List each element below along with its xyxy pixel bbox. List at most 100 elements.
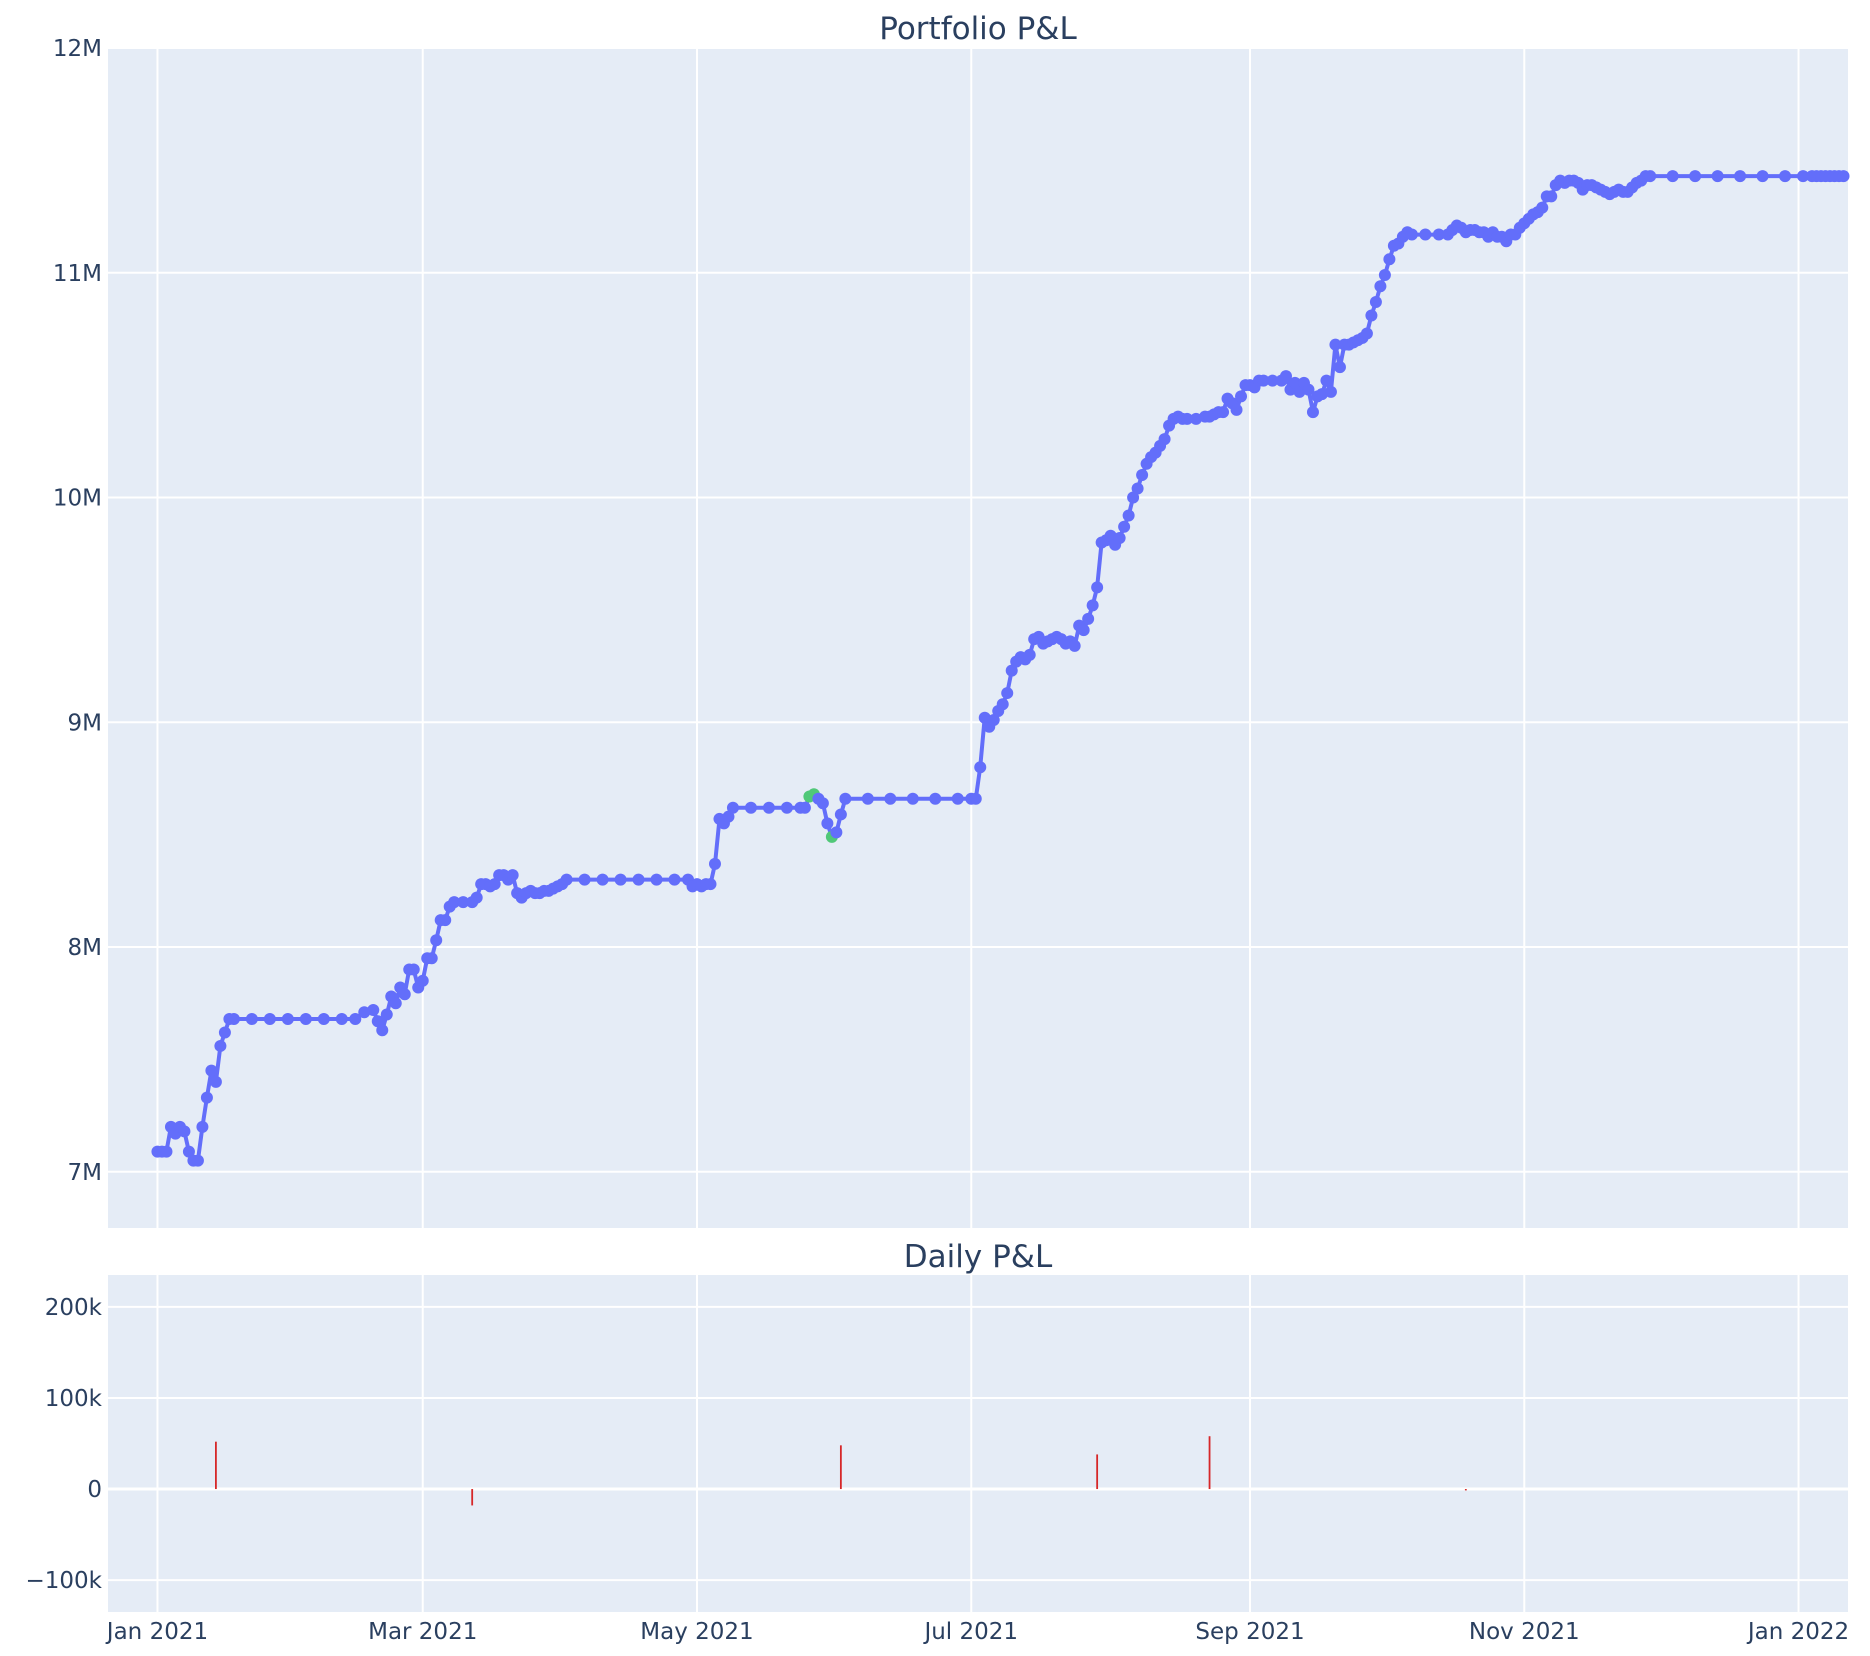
data-point bbox=[1068, 639, 1081, 652]
data-point bbox=[744, 801, 757, 814]
data-point bbox=[1419, 228, 1432, 241]
x-tick-label: Mar 2021 bbox=[368, 1619, 477, 1645]
data-point bbox=[1797, 170, 1810, 183]
x-tick-label: Jan 2022 bbox=[1746, 1619, 1849, 1645]
data-point bbox=[1432, 228, 1445, 241]
data-point bbox=[371, 1015, 384, 1028]
data-point bbox=[1122, 509, 1135, 522]
data-point bbox=[470, 891, 483, 904]
data-point bbox=[632, 873, 645, 886]
data-point bbox=[1545, 190, 1558, 203]
data-point bbox=[407, 963, 420, 976]
data-point bbox=[1329, 338, 1342, 351]
portfolio-pnl-plot-area bbox=[108, 48, 1848, 1228]
data-point bbox=[987, 714, 1000, 727]
data-point bbox=[1333, 361, 1346, 374]
data-point bbox=[1279, 370, 1292, 383]
data-point bbox=[416, 974, 429, 987]
data-point bbox=[1369, 295, 1382, 308]
data-point bbox=[830, 826, 843, 839]
data-point bbox=[996, 698, 1009, 711]
data-point bbox=[178, 1125, 191, 1138]
data-point bbox=[1091, 581, 1104, 594]
daily-pnl-bar bbox=[1208, 1436, 1211, 1490]
y-tick-label: −100k bbox=[26, 1568, 103, 1594]
data-point bbox=[1288, 376, 1301, 389]
daily-pnl-bar bbox=[1464, 1489, 1467, 1491]
data-point bbox=[196, 1120, 209, 1133]
data-point bbox=[798, 801, 811, 814]
data-point bbox=[1756, 170, 1769, 183]
data-point bbox=[200, 1091, 213, 1104]
data-point bbox=[1315, 388, 1328, 401]
data-point bbox=[974, 761, 987, 774]
y-tick-label: 10M bbox=[53, 486, 102, 512]
daily-pnl-x-tick-labels: Jan 2021 Mar 2021 May 2021 Jul 2021 Sep 2021… bbox=[105, 1619, 1849, 1645]
data-point bbox=[205, 1064, 218, 1077]
data-point bbox=[1217, 406, 1230, 419]
data-point bbox=[1405, 228, 1418, 241]
data-point bbox=[834, 808, 847, 821]
data-point bbox=[578, 873, 591, 886]
data-point bbox=[726, 801, 739, 814]
data-point bbox=[1324, 385, 1337, 398]
daily-pnl-bar bbox=[471, 1489, 474, 1506]
y-tick-label: 100k bbox=[45, 1386, 103, 1412]
x-tick-label: May 2021 bbox=[640, 1619, 753, 1645]
x-tick-label: Jul 2021 bbox=[922, 1619, 1018, 1645]
data-point bbox=[614, 873, 627, 886]
data-point bbox=[1383, 253, 1396, 266]
data-point bbox=[1257, 374, 1270, 387]
data-point bbox=[650, 873, 663, 886]
data-point bbox=[182, 1145, 195, 1158]
data-point bbox=[884, 792, 897, 805]
data-point bbox=[1365, 309, 1378, 322]
data-point bbox=[1082, 612, 1095, 625]
data-point bbox=[299, 1012, 312, 1025]
data-point bbox=[560, 873, 573, 886]
y-tick-label: 200k bbox=[45, 1295, 103, 1321]
data-point bbox=[978, 711, 991, 724]
data-point bbox=[425, 952, 438, 965]
data-point bbox=[367, 1003, 380, 1016]
daily-pnl-y-tick-labels: −100k 0 100k 200k bbox=[26, 1295, 103, 1594]
data-point bbox=[1190, 412, 1203, 425]
data-point bbox=[398, 988, 411, 1001]
data-point bbox=[358, 1006, 371, 1019]
data-point bbox=[1293, 385, 1306, 398]
data-point bbox=[1266, 374, 1279, 387]
data-point bbox=[209, 1075, 222, 1088]
data-point bbox=[488, 878, 501, 891]
x-tick-label: Nov 2021 bbox=[1469, 1619, 1580, 1645]
daily-pnl-y-grid bbox=[108, 1305, 1848, 1582]
data-point bbox=[929, 792, 942, 805]
daily-pnl-bar bbox=[1096, 1454, 1099, 1490]
y-tick-label: 0 bbox=[87, 1477, 102, 1503]
data-point bbox=[668, 873, 681, 886]
data-point bbox=[1306, 406, 1319, 419]
data-point bbox=[1158, 433, 1171, 446]
data-point bbox=[1086, 599, 1099, 612]
data-point bbox=[457, 896, 470, 909]
daily-pnl-x-grid bbox=[156, 1275, 1800, 1612]
data-point bbox=[1113, 531, 1126, 544]
data-point bbox=[1779, 170, 1792, 183]
y-tick-label: 11M bbox=[53, 261, 102, 287]
data-point bbox=[1734, 170, 1747, 183]
daily-pnl-bars bbox=[215, 1436, 1467, 1506]
data-point bbox=[1302, 383, 1315, 396]
data-point bbox=[1001, 687, 1014, 700]
data-point bbox=[1230, 403, 1243, 416]
data-point bbox=[951, 792, 964, 805]
portfolio-pnl-title: Portfolio P&L bbox=[879, 11, 1077, 47]
data-point bbox=[263, 1012, 276, 1025]
data-point bbox=[1118, 520, 1131, 533]
y-tick-label: 12M bbox=[53, 36, 102, 62]
data-point bbox=[335, 1012, 348, 1025]
data-point bbox=[430, 934, 443, 947]
data-point bbox=[317, 1012, 330, 1025]
data-point bbox=[1235, 390, 1248, 403]
